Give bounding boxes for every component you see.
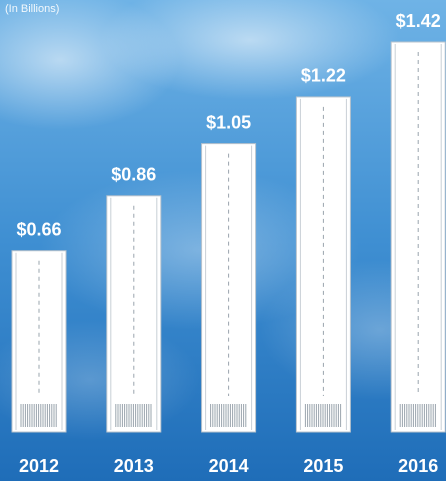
value-label: $1.05 [206,112,251,132]
value-label: $0.86 [111,165,156,185]
chart: (In Billions) $0.66 2012 $0.86 2013 $1.05 201… [0,0,446,481]
value-label: $1.22 [301,66,346,86]
chart-subtitle: (In Billions) [5,3,59,15]
x-tick-label: 2014 [209,456,249,476]
x-tick-label: 2012 [19,456,59,476]
value-label: $1.42 [396,11,441,31]
x-tick-label: 2016 [398,456,438,476]
x-tick-label: 2015 [303,456,343,476]
x-tick-label: 2013 [114,456,154,476]
value-label: $0.66 [16,219,61,239]
